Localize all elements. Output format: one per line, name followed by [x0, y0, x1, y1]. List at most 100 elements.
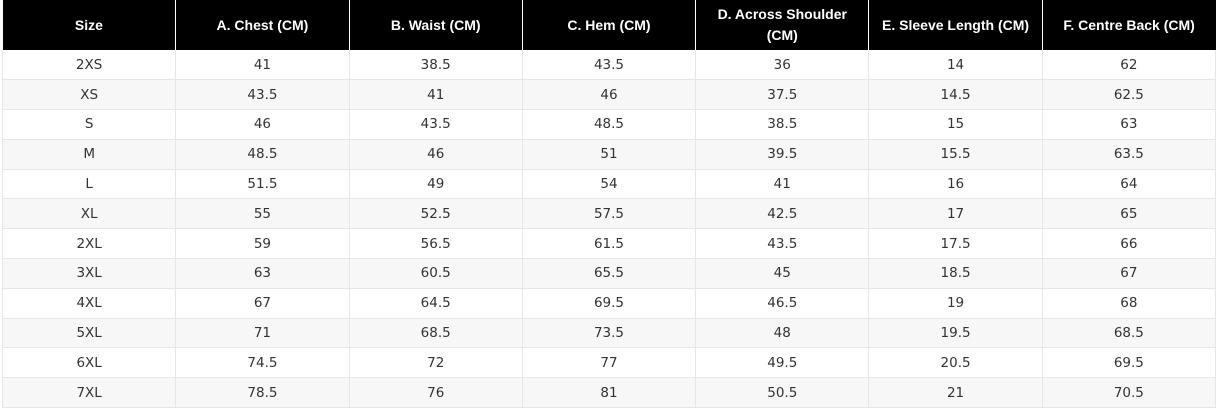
cell-size: S — [1, 109, 177, 140]
cell-chest: 59 — [175, 228, 350, 260]
cell-chest: 63 — [175, 258, 350, 289]
table-row: 2XL 59 56.5 61.5 43.5 17.5 66 — [1, 228, 1216, 260]
cell-across-shoulder: 36 — [695, 50, 870, 81]
cell-sleeve-length: 17.5 — [868, 228, 1043, 260]
cell-waist: 41 — [348, 79, 523, 111]
cell-waist: 64.5 — [348, 288, 523, 319]
cell-sleeve-length: 19.5 — [868, 318, 1043, 349]
table-row: L 51.5 49 54 41 16 64 — [1, 169, 1216, 200]
cell-chest: 43.5 — [175, 79, 350, 111]
cell-size: XL — [1, 198, 177, 230]
cell-waist: 56.5 — [348, 228, 523, 260]
cell-waist: 60.5 — [348, 258, 523, 289]
cell-sleeve-length: 21 — [868, 377, 1043, 409]
cell-sleeve-length: 14.5 — [868, 79, 1043, 111]
cell-hem: 54 — [521, 169, 697, 200]
cell-size: 6XL — [1, 347, 177, 379]
header-size: Size — [2, 0, 176, 50]
size-chart-header: Size A. Chest (CM) B. Waist (CM) C. Hem … — [2, 0, 1216, 50]
header-row: Size A. Chest (CM) B. Waist (CM) C. Hem … — [2, 0, 1216, 50]
cell-chest: 51.5 — [175, 169, 350, 200]
cell-size: 5XL — [1, 318, 177, 349]
cell-across-shoulder: 42.5 — [695, 198, 870, 230]
cell-waist: 76 — [348, 377, 523, 409]
cell-hem: 48.5 — [521, 109, 697, 140]
cell-size: 7XL — [1, 377, 177, 409]
size-chart-body: 2XS 41 38.5 43.5 36 14 62 XS 43.5 41 46 … — [1, 50, 1216, 409]
table-row: 4XL 67 64.5 69.5 46.5 19 68 — [1, 288, 1216, 319]
header-waist: B. Waist (CM) — [348, 0, 523, 50]
cell-size: 2XS — [1, 50, 177, 81]
cell-chest: 55 — [175, 198, 350, 230]
table-row: XL 55 52.5 57.5 42.5 17 65 — [1, 198, 1216, 230]
header-hem: C. Hem (CM) — [521, 0, 696, 50]
cell-chest: 46 — [175, 109, 350, 140]
header-centre-back: F. Centre Back (CM) — [1041, 0, 1216, 50]
table-row: XS 43.5 41 46 37.5 14.5 62.5 — [1, 79, 1216, 111]
cell-across-shoulder: 39.5 — [695, 139, 870, 170]
cell-centre-back: 70.5 — [1041, 377, 1216, 409]
cell-size: L — [1, 169, 177, 200]
cell-centre-back: 69.5 — [1041, 347, 1216, 379]
cell-centre-back: 64 — [1041, 169, 1216, 200]
cell-centre-back: 63 — [1041, 109, 1216, 140]
cell-centre-back: 68 — [1041, 288, 1216, 319]
cell-hem: 51 — [521, 139, 697, 170]
cell-across-shoulder: 38.5 — [695, 109, 870, 140]
cell-waist: 68.5 — [348, 318, 523, 349]
cell-size: 3XL — [1, 258, 177, 289]
cell-across-shoulder: 43.5 — [695, 228, 870, 260]
cell-sleeve-length: 17 — [868, 198, 1043, 230]
cell-centre-back: 67 — [1041, 258, 1216, 289]
cell-sleeve-length: 15.5 — [868, 139, 1043, 170]
cell-chest: 41 — [175, 50, 350, 81]
cell-size: XS — [1, 79, 177, 111]
cell-waist: 52.5 — [348, 198, 523, 230]
table-row: 3XL 63 60.5 65.5 45 18.5 67 — [1, 258, 1216, 289]
table-row: 7XL 78.5 76 81 50.5 21 70.5 — [1, 377, 1216, 409]
table-row: 2XS 41 38.5 43.5 36 14 62 — [1, 50, 1216, 81]
cell-centre-back: 66 — [1041, 228, 1216, 260]
header-chest: A. Chest (CM) — [175, 0, 350, 50]
header-across-shoulder: D. Across Shoulder (CM) — [695, 0, 869, 50]
table-row: 6XL 74.5 72 77 49.5 20.5 69.5 — [1, 347, 1216, 379]
cell-centre-back: 63.5 — [1041, 139, 1216, 170]
table-row: M 48.5 46 51 39.5 15.5 63.5 — [1, 139, 1216, 170]
cell-hem: 46 — [521, 79, 697, 111]
cell-centre-back: 65 — [1041, 198, 1216, 230]
cell-chest: 67 — [175, 288, 350, 319]
cell-chest: 48.5 — [175, 139, 350, 170]
cell-across-shoulder: 37.5 — [695, 79, 870, 111]
cell-centre-back: 62 — [1041, 50, 1216, 81]
cell-waist: 38.5 — [348, 50, 523, 81]
cell-across-shoulder: 41 — [695, 169, 870, 200]
cell-sleeve-length: 14 — [868, 50, 1043, 81]
cell-size: 4XL — [1, 288, 177, 319]
cell-waist: 49 — [348, 169, 523, 200]
cell-hem: 65.5 — [521, 258, 697, 289]
cell-hem: 57.5 — [521, 198, 697, 230]
cell-chest: 74.5 — [175, 347, 350, 379]
cell-sleeve-length: 18.5 — [868, 258, 1043, 289]
cell-centre-back: 62.5 — [1041, 79, 1216, 111]
header-sleeve-length: E. Sleeve Length (CM) — [868, 0, 1043, 50]
cell-hem: 81 — [521, 377, 697, 409]
cell-hem: 69.5 — [521, 288, 697, 319]
cell-hem: 43.5 — [521, 50, 697, 81]
cell-centre-back: 68.5 — [1041, 318, 1216, 349]
cell-across-shoulder: 50.5 — [695, 377, 870, 409]
cell-chest: 71 — [175, 318, 350, 349]
cell-sleeve-length: 16 — [868, 169, 1043, 200]
cell-size: 2XL — [1, 228, 177, 260]
table-row: 5XL 71 68.5 73.5 48 19.5 68.5 — [1, 318, 1216, 349]
cell-waist: 46 — [348, 139, 523, 170]
table-row: S 46 43.5 48.5 38.5 15 63 — [1, 109, 1216, 140]
cell-waist: 43.5 — [348, 109, 523, 140]
cell-across-shoulder: 46.5 — [695, 288, 870, 319]
cell-sleeve-length: 20.5 — [868, 347, 1043, 379]
cell-hem: 73.5 — [521, 318, 697, 349]
cell-size: M — [1, 139, 177, 170]
cell-across-shoulder: 48 — [695, 318, 870, 349]
cell-hem: 61.5 — [521, 228, 697, 260]
